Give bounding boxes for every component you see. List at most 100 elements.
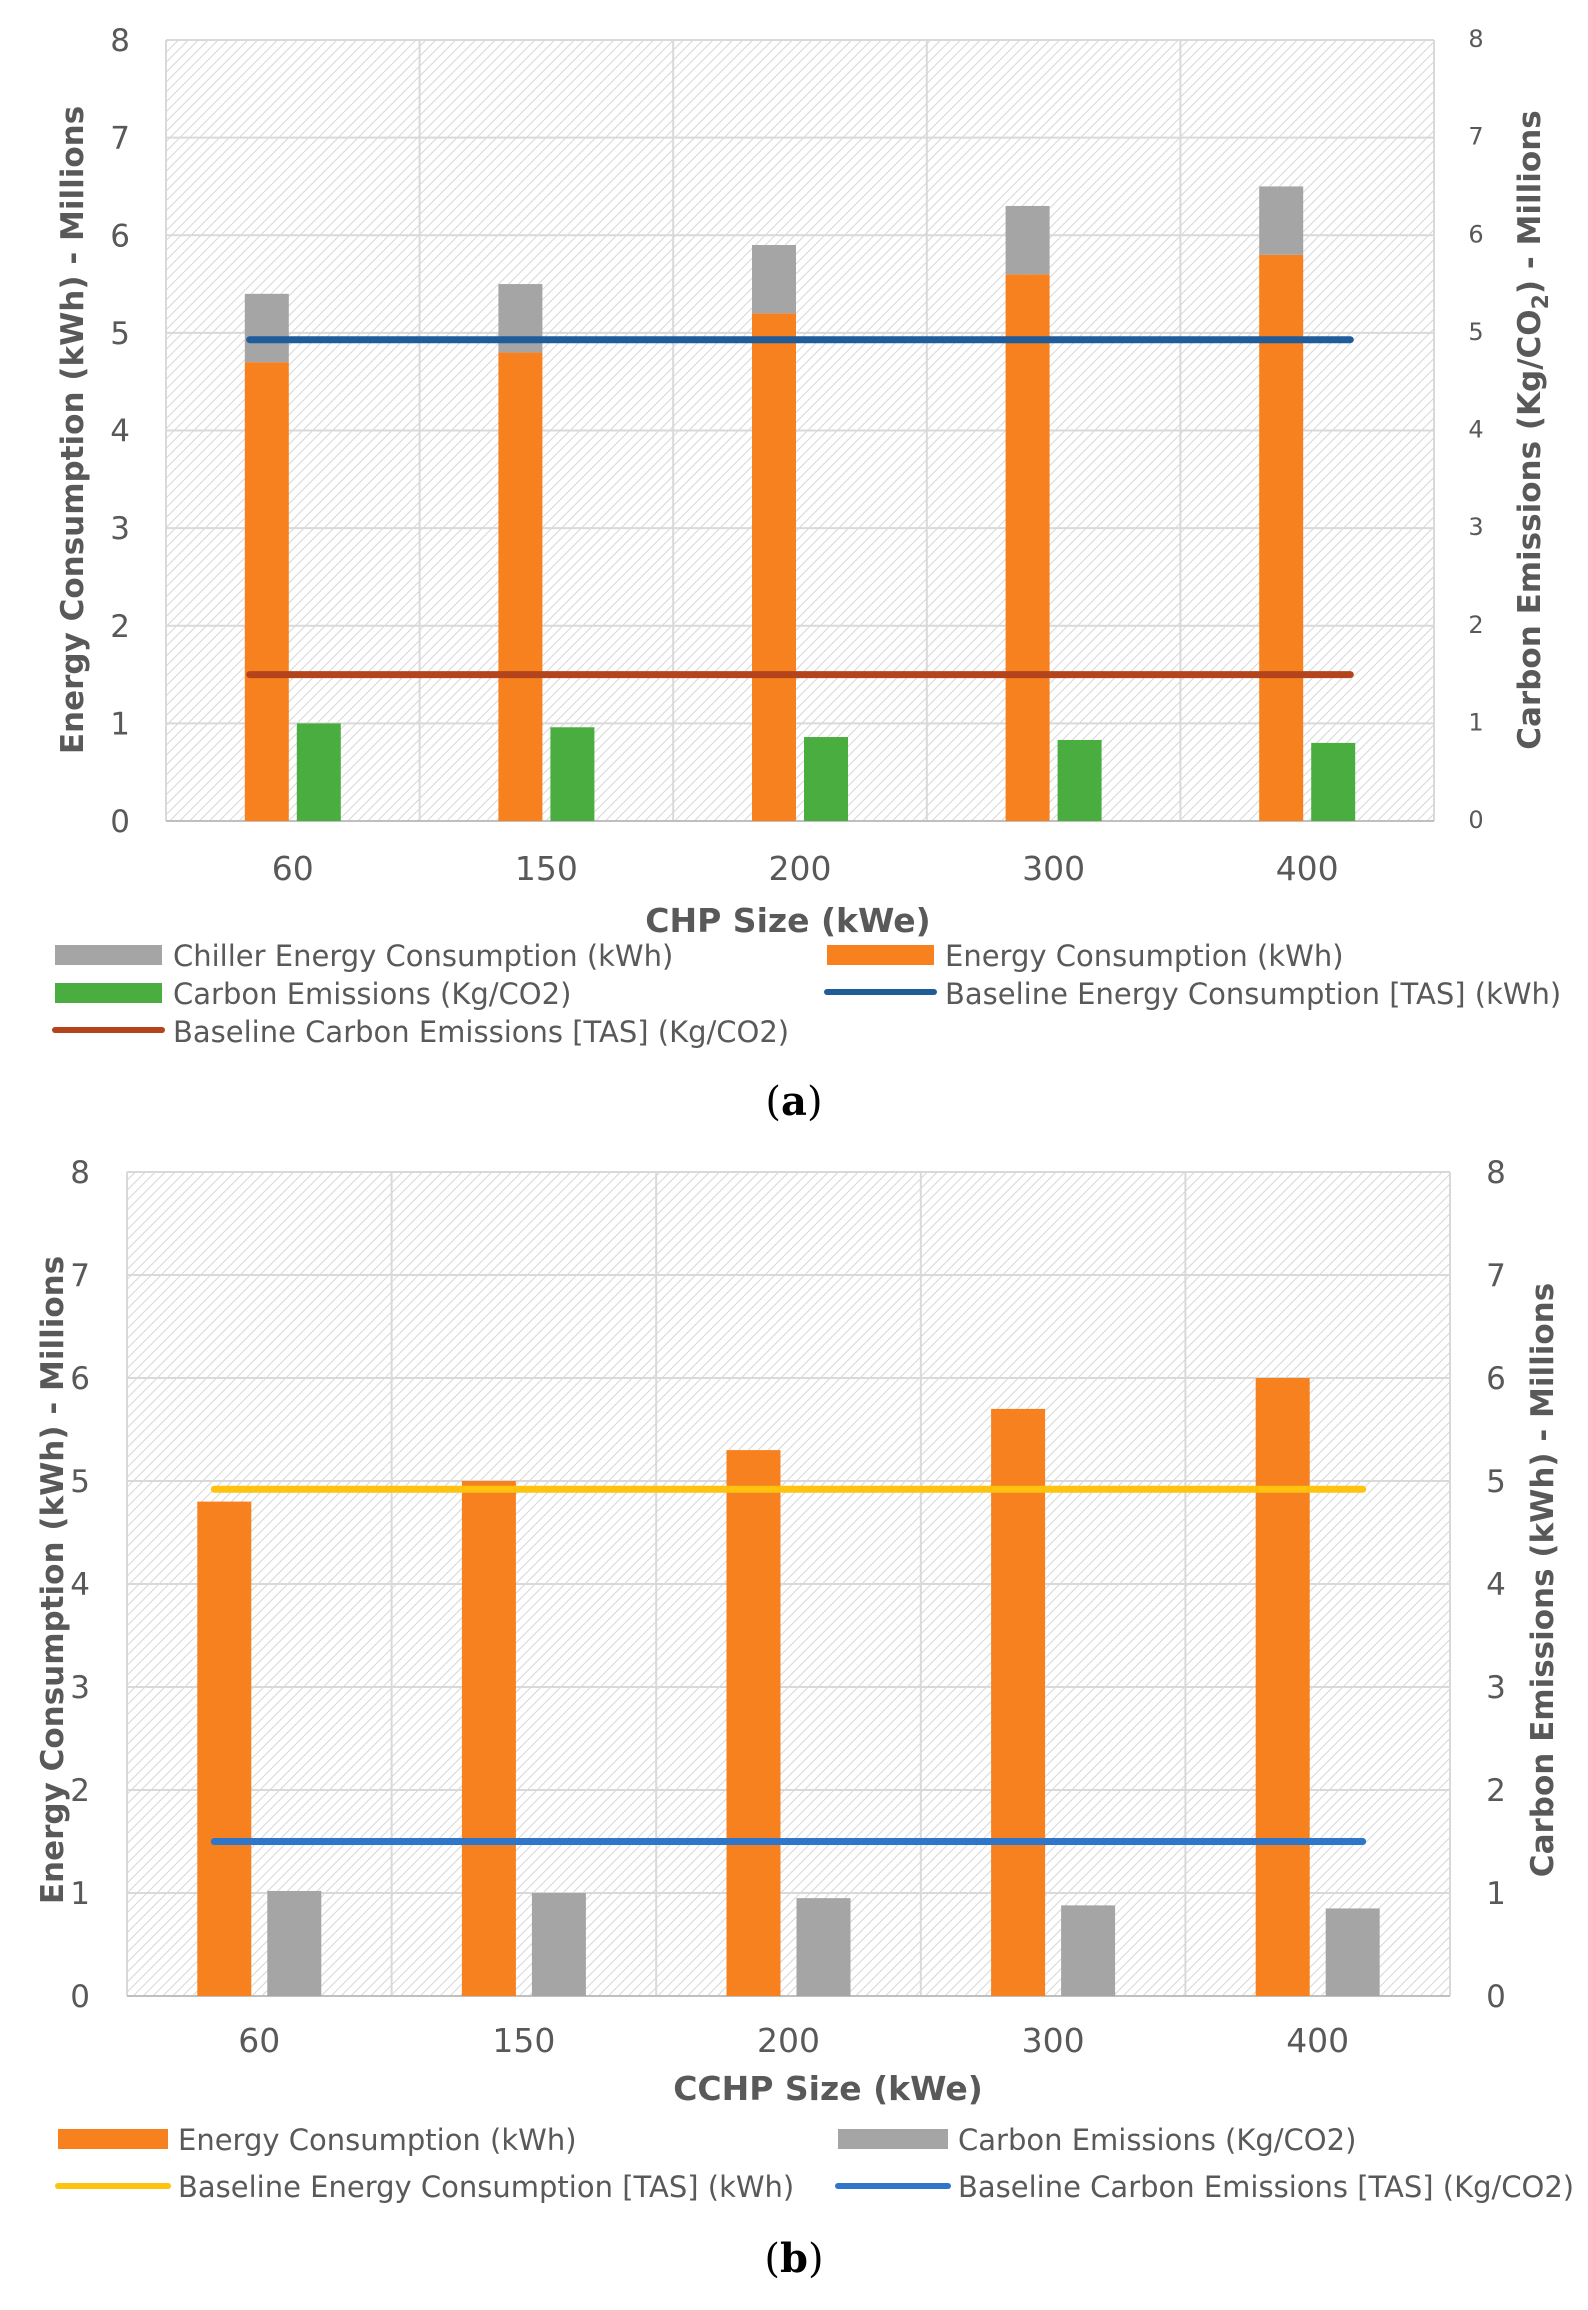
bar-carbon-emissions-kg-co2 bbox=[296, 723, 341, 821]
y-tick-label: 1 bbox=[110, 706, 130, 742]
chart-a: 0 1 2 3 4 5 6 7 8 0 1 2 3 4 5 6 7 8 60 150 200 300 400 Energ… bbox=[52, 23, 1561, 1125]
x-axis-title-b: CCHP Size (kWe) bbox=[673, 2069, 983, 2108]
x-axis-ticks-b: 60 150 200 300 400 bbox=[238, 2021, 1349, 2060]
x-tick-label: 300 bbox=[1022, 2021, 1085, 2060]
y2-tick-label: 6 bbox=[1486, 1361, 1506, 1397]
y2-tick-label: 4 bbox=[1468, 416, 1483, 444]
bar-chiller-energy-consumption bbox=[244, 293, 289, 363]
legend-label-energy-b: Energy Consumption (kWh) bbox=[178, 2123, 577, 2157]
legend-swatch-carbon-b bbox=[838, 2129, 948, 2149]
gridlines-a bbox=[165, 39, 1435, 822]
y2-tick-label: 5 bbox=[1468, 318, 1483, 346]
y-tick-label: 7 bbox=[110, 121, 130, 157]
legend-label-energy-a: Energy Consumption (kWh) bbox=[945, 939, 1344, 973]
bar-energy-consumption-kwh bbox=[461, 1481, 516, 1996]
chart-b: 0 1 2 3 4 5 6 7 8 0 1 2 3 4 5 6 7 8 60 150 200 300 400 Energ… bbox=[35, 1155, 1574, 2282]
y-tick-label: 8 bbox=[70, 1155, 90, 1191]
bar-carbon-emissions-kg-co2 bbox=[1057, 739, 1102, 821]
y2-tick-label: 8 bbox=[1486, 1155, 1506, 1191]
y2-axis-ticks-a: 0 1 2 3 4 5 6 7 8 bbox=[1468, 25, 1483, 834]
legend-swatch-energy-b bbox=[58, 2129, 168, 2149]
legend-swatch-carbon-a bbox=[55, 983, 162, 1003]
y-tick-label: 4 bbox=[110, 414, 130, 450]
legend-label-baseline-energy-b: Baseline Energy Consumption [TAS] (kWh) bbox=[178, 2170, 794, 2204]
bar-energy-consumption-kwh bbox=[726, 1450, 781, 1996]
bar-energy-consumption-kwh bbox=[244, 362, 289, 821]
y2-tick-label: 3 bbox=[1468, 513, 1483, 541]
y-tick-label: 0 bbox=[110, 804, 130, 840]
y2-tick-label: 0 bbox=[1468, 806, 1483, 834]
y-tick-label: 6 bbox=[70, 1361, 90, 1397]
lines-b bbox=[210, 1485, 1367, 1845]
bar-carbon-emissions-kg-co2 bbox=[531, 1893, 586, 1996]
bar-carbon-emissions-kg-co2 bbox=[796, 1898, 851, 1996]
bar-carbon-emissions-kg-co2 bbox=[267, 1890, 322, 1996]
y-tick-label: 2 bbox=[110, 609, 130, 645]
x-tick-label: 200 bbox=[769, 849, 832, 888]
y-tick-label: 5 bbox=[70, 1464, 90, 1500]
lines-a bbox=[246, 336, 1354, 679]
bar-carbon-emissions-kg-co2 bbox=[1311, 742, 1356, 821]
bar-chiller-energy-consumption bbox=[752, 245, 796, 314]
x-axis-ticks-a: 60 150 200 300 400 bbox=[272, 849, 1339, 888]
y2-tick-label: 2 bbox=[1468, 611, 1483, 639]
bar-carbon-emissions-kg-co2 bbox=[1325, 1908, 1380, 1996]
gridlines-b bbox=[126, 1171, 1451, 1997]
caption-b: (b) bbox=[764, 2235, 823, 2282]
y-tick-label: 3 bbox=[70, 1670, 90, 1706]
x-tick-label: 60 bbox=[238, 2021, 280, 2060]
y-axis-ticks-b: 0 1 2 3 4 5 6 7 8 bbox=[70, 1155, 90, 2015]
bars-b bbox=[197, 1378, 1380, 1996]
legend-label-chiller-energy: Chiller Energy Consumption (kWh) bbox=[173, 939, 673, 973]
x-tick-label: 60 bbox=[272, 849, 314, 888]
x-tick-label: 150 bbox=[492, 2021, 555, 2060]
legend-label-baseline-carbon-b: Baseline Carbon Emissions [TAS] (Kg/CO2) bbox=[958, 2170, 1574, 2204]
bars-a bbox=[244, 186, 1356, 821]
bar-energy-consumption-kwh bbox=[1259, 254, 1304, 821]
bar-chiller-energy-consumption bbox=[1005, 205, 1050, 275]
y-tick-label: 8 bbox=[110, 23, 130, 59]
x-tick-label: 200 bbox=[757, 2021, 820, 2060]
legend-swatch-energy-a bbox=[827, 945, 934, 965]
y-axis-ticks-a: 0 1 2 3 4 5 6 7 8 bbox=[110, 23, 130, 840]
bar-carbon-emissions-kg-co2 bbox=[804, 737, 848, 821]
legend-swatch-chiller-energy bbox=[55, 945, 162, 965]
y2-tick-label: 1 bbox=[1486, 1876, 1506, 1912]
x-tick-label: 150 bbox=[515, 849, 578, 888]
bar-energy-consumption-kwh bbox=[752, 313, 796, 821]
y-axis-title-b: Energy Consumption (kWh) - Millions bbox=[35, 1256, 71, 1904]
y2-axis-title-b: Carbon Emissions (kWh) - Millions bbox=[1525, 1283, 1561, 1877]
y2-tick-label: 7 bbox=[1486, 1258, 1506, 1294]
y2-tick-label: 1 bbox=[1468, 708, 1483, 736]
y-tick-label: 0 bbox=[70, 1979, 90, 2015]
legend-label-baseline-energy-a: Baseline Energy Consumption [TAS] (kWh) bbox=[945, 977, 1561, 1011]
y2-tick-label: 3 bbox=[1486, 1670, 1506, 1706]
y-tick-label: 2 bbox=[70, 1773, 90, 1809]
legend-a: Chiller Energy Consumption (kWh) Energy … bbox=[52, 939, 1561, 1049]
legend-label-carbon-a: Carbon Emissions (Kg/CO2) bbox=[173, 977, 571, 1011]
legend-label-carbon-b: Carbon Emissions (Kg/CO2) bbox=[958, 2123, 1356, 2157]
x-tick-label: 400 bbox=[1276, 849, 1339, 888]
y2-axis-ticks-b: 0 1 2 3 4 5 6 7 8 bbox=[1486, 1155, 1506, 2015]
y2-tick-label: 5 bbox=[1486, 1464, 1506, 1500]
y2-tick-label: 7 bbox=[1468, 123, 1483, 151]
legend-b: Energy Consumption (kWh) Carbon Emission… bbox=[55, 2123, 1574, 2204]
y-tick-label: 5 bbox=[110, 316, 130, 352]
y-tick-label: 6 bbox=[110, 218, 130, 254]
y2-axis-title-a: Carbon Emissions (Kg/CO2) - Millions bbox=[1512, 110, 1554, 749]
bar-energy-consumption-kwh bbox=[498, 352, 543, 821]
x-tick-label: 300 bbox=[1022, 849, 1085, 888]
y2-tick-label: 0 bbox=[1486, 1979, 1506, 2015]
caption-a: (a) bbox=[765, 1078, 822, 1125]
y2-tick-label: 6 bbox=[1468, 220, 1483, 248]
y-tick-label: 4 bbox=[70, 1567, 90, 1603]
x-axis-title-a: CHP Size (kWe) bbox=[645, 901, 930, 940]
y-tick-label: 3 bbox=[110, 511, 130, 547]
bar-carbon-emissions-kg-co2 bbox=[1061, 1905, 1116, 1996]
y-tick-label: 7 bbox=[70, 1258, 90, 1294]
bar-energy-consumption-kwh bbox=[1255, 1378, 1310, 1996]
x-tick-label: 400 bbox=[1286, 2021, 1349, 2060]
bar-chiller-energy-consumption bbox=[1259, 186, 1304, 255]
legend-label-baseline-carbon-a: Baseline Carbon Emissions [TAS] (Kg/CO2) bbox=[173, 1015, 789, 1049]
